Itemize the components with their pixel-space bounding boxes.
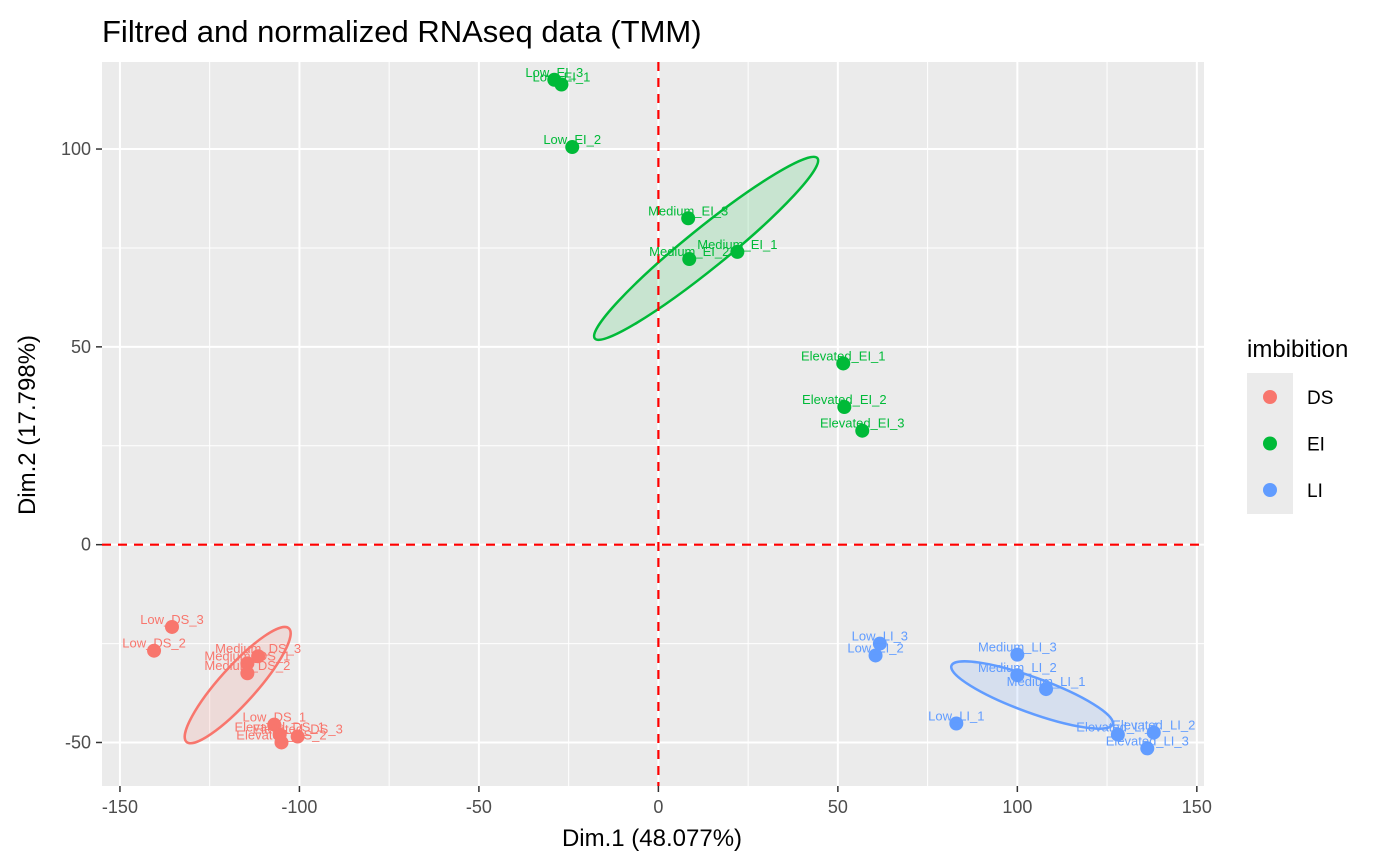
- x-axis-title: Dim.1 (48.077%): [562, 825, 742, 852]
- legend-title: imbibition: [1247, 336, 1348, 363]
- label-low-ei-3: Low_EI_3: [525, 65, 583, 80]
- point-elevated-ei-2: [837, 399, 852, 414]
- legend-label-ei: EI: [1307, 435, 1325, 456]
- label-medium-ds-1: Medium_DS_1: [204, 648, 290, 663]
- ellipse-ei: [592, 155, 820, 342]
- point-low-li-1: [949, 716, 964, 731]
- legend-key-ds: [1263, 390, 1277, 404]
- label-medium-li-3: Medium_LI_3: [978, 640, 1057, 655]
- label-low-ds-1: Low_DS_1: [242, 710, 306, 725]
- label-elevated-ds-3: Elevated_DS_3: [252, 722, 342, 737]
- data-points: [147, 72, 1161, 756]
- point-medium-li-1: [1039, 682, 1054, 697]
- label-medium-ei-3: Medium_EI_3: [648, 203, 728, 218]
- grid-minor: [102, 62, 1204, 786]
- label-medium-ds-2: Medium_DS_2: [204, 658, 290, 673]
- reference-lines: [102, 62, 1204, 786]
- x-tick-label: -150: [102, 797, 138, 817]
- x-axis-ticks: -150 -100 -50 0 50 100 150: [102, 786, 1212, 817]
- y-axis-ticks: -50 0 50 100: [61, 139, 102, 752]
- label-low-ds-2: Low_DS_2: [122, 636, 186, 651]
- label-elevated-li-1: Elevated_LI_1: [1076, 720, 1159, 735]
- point-low-ei-1: [554, 77, 569, 92]
- legend-label-li: LI: [1307, 481, 1323, 502]
- point-medium-ei-2: [682, 252, 697, 267]
- x-tick-label: 100: [1002, 797, 1032, 817]
- label-medium-li-1: Medium_LI_1: [1007, 674, 1086, 689]
- label-medium-ei-2: Medium_EI_2: [649, 244, 729, 259]
- x-tick-label: -100: [281, 797, 317, 817]
- y-axis-title: Dim.2 (17.798%): [14, 335, 41, 515]
- x-tick-label: 0: [653, 797, 663, 817]
- label-medium-ds-3: Medium_DS_3: [215, 641, 301, 656]
- label-elevated-li-3: Elevated_LI_3: [1106, 733, 1189, 748]
- label-low-li-2: Low_LI_2: [847, 640, 903, 655]
- ellipse-li: [949, 660, 1115, 730]
- label-elevated-ei-2: Elevated_EI_2: [802, 392, 887, 407]
- label-low-ds-3: Low_DS_3: [140, 612, 204, 627]
- legend-key-ei: [1263, 436, 1277, 451]
- point-elevated-ei-1: [836, 356, 851, 371]
- x-tick-label: 50: [828, 797, 848, 817]
- y-tick-label: -50: [65, 732, 91, 752]
- y-tick-label: 100: [61, 139, 91, 159]
- legend-key-li: [1263, 483, 1277, 497]
- point-low-li-3: [872, 636, 887, 651]
- label-elevated-ds-1: Elevated_DS_1: [235, 720, 325, 735]
- label-low-li-1: Low_LI_1: [928, 708, 984, 723]
- point-medium-li-2: [1010, 668, 1025, 683]
- label-elevated-li-2: Elevated_LI_2: [1112, 718, 1195, 733]
- point-low-li-2: [868, 648, 883, 663]
- label-elevated-ds-2: Elevated_DS_2: [236, 727, 326, 742]
- point-medium-ds-1: [240, 656, 255, 671]
- point-elevated-li-1: [1110, 727, 1125, 742]
- x-tick-label: -50: [466, 797, 492, 817]
- point-medium-ei-3: [681, 211, 696, 226]
- label-elevated-ei-3: Elevated_EI_3: [820, 416, 905, 431]
- y-tick-label: 0: [81, 535, 91, 555]
- label-low-ei-1: Low_EI_1: [533, 70, 591, 85]
- label-elevated-ei-1: Elevated_EI_1: [801, 348, 886, 363]
- label-medium-ei-1: Medium_EI_1: [697, 237, 777, 252]
- label-medium-li-2: Medium_LI_2: [978, 660, 1057, 675]
- point-low-ds-2: [147, 643, 162, 658]
- point-elevated-li-3: [1140, 741, 1155, 756]
- legend-label-ds: DS: [1307, 388, 1333, 409]
- x-tick-label: 150: [1182, 797, 1212, 817]
- point-medium-ds-3: [251, 649, 266, 664]
- y-tick-label: 50: [71, 337, 91, 357]
- point-medium-ds-2: [240, 666, 255, 681]
- point-medium-li-3: [1010, 647, 1025, 662]
- label-low-ei-2: Low_EI_2: [543, 132, 601, 147]
- point-low-ei-2: [565, 140, 580, 155]
- legend: imbibition DS EI LI: [1247, 336, 1348, 514]
- point-medium-ei-1: [730, 244, 745, 259]
- point-elevated-ei-3: [855, 423, 870, 438]
- label-low-li-3: Low_LI_3: [852, 629, 908, 644]
- point-elevated-ds-2: [274, 735, 289, 750]
- plot-panel: [102, 62, 1204, 786]
- point-elevated-ds-3: [290, 729, 305, 744]
- point-elevated-li-2: [1146, 725, 1161, 740]
- chart-title: Filtred and normalized RNAseq data (TMM): [102, 14, 702, 49]
- point-low-ds-3: [164, 619, 179, 634]
